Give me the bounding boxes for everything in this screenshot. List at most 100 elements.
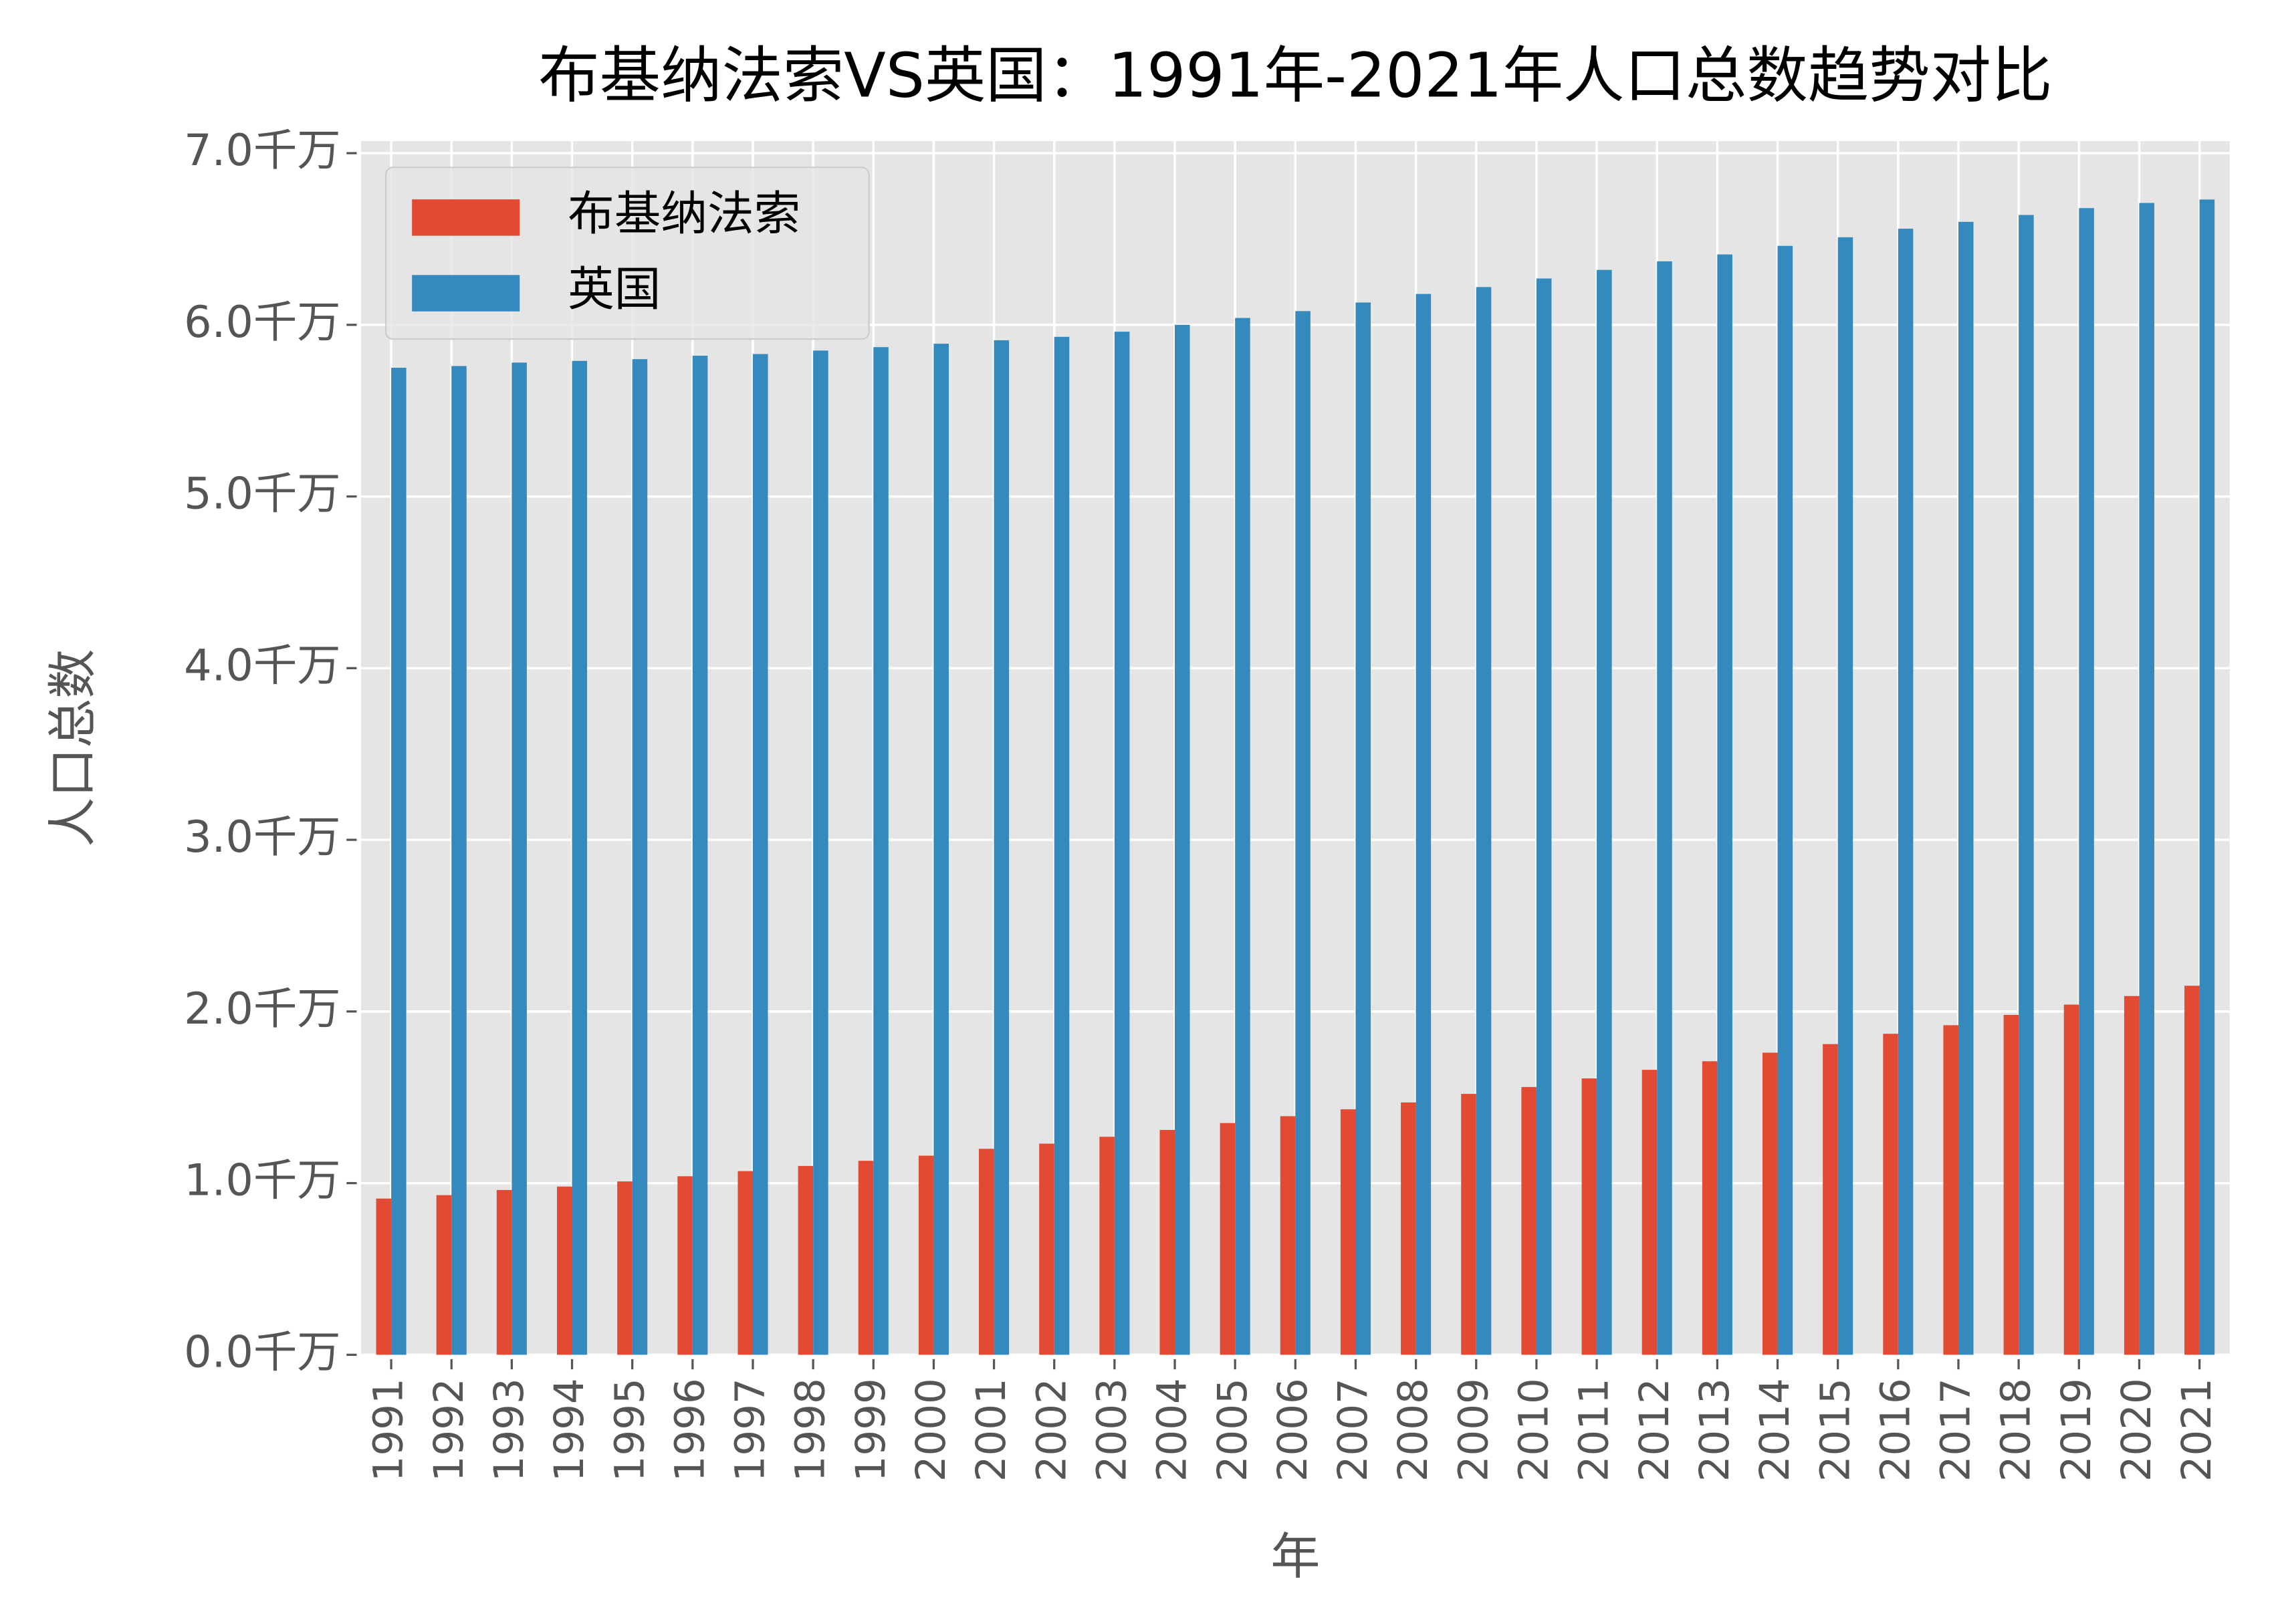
bar: [1521, 1086, 1537, 1355]
y-axis-label: 人口总数: [44, 649, 102, 847]
bar: [2139, 203, 2154, 1355]
bar: [391, 368, 407, 1355]
bar: [632, 359, 648, 1355]
bar: [436, 1195, 452, 1355]
x-tick-label: 2002: [1028, 1378, 1075, 1482]
bar: [512, 362, 527, 1355]
x-tick-label: 2010: [1510, 1378, 1558, 1482]
bar: [556, 1186, 572, 1355]
bar: [1054, 336, 1070, 1355]
bar: [677, 1176, 693, 1355]
x-tick-label: 2016: [1871, 1378, 1919, 1482]
bar: [1597, 269, 1612, 1355]
x-tick-label: 1991: [365, 1378, 413, 1482]
bar: [1762, 1052, 1778, 1355]
bar: [1220, 1123, 1236, 1355]
x-tick-label: 2000: [907, 1378, 955, 1482]
bar: [1823, 1044, 1838, 1355]
x-tick-label: 2006: [1269, 1378, 1317, 1482]
x-tick-label: 2011: [1571, 1378, 1618, 1482]
bar: [572, 360, 588, 1355]
x-tick-label: 2003: [1088, 1378, 1135, 1482]
legend-label: 英国: [568, 263, 661, 317]
bar: [2003, 1014, 2019, 1355]
y-tick-label: 6.0千万: [184, 297, 340, 348]
legend-swatch: [412, 275, 520, 312]
bar: [2184, 985, 2200, 1355]
bar: [2019, 215, 2034, 1355]
bar: [737, 1171, 753, 1355]
x-tick-label: 2008: [1389, 1378, 1437, 1482]
bar: [858, 1161, 874, 1355]
x-tick-label: 1994: [546, 1378, 593, 1482]
bar: [1958, 221, 1974, 1355]
bar: [1898, 229, 1914, 1355]
x-tick-label: 2013: [1691, 1378, 1738, 1482]
x-tick-label: 1998: [787, 1378, 834, 1482]
bar: [1415, 294, 1432, 1355]
legend-swatch: [412, 199, 520, 236]
bar: [2124, 996, 2140, 1355]
bar: [617, 1181, 633, 1355]
chart-title: 布基纳法索VS英国：1991年-2021年人口总数趋势对比: [538, 40, 2052, 112]
x-tick-label: 1993: [485, 1378, 533, 1482]
bar: [1536, 278, 1552, 1355]
bar: [1476, 287, 1492, 1355]
bar: [798, 1165, 814, 1355]
x-tick-label: 2005: [1209, 1378, 1256, 1482]
bar: [1837, 237, 1853, 1355]
bar: [1175, 324, 1190, 1355]
x-tick-label: 1999: [847, 1378, 895, 1482]
bar: [1099, 1137, 1115, 1355]
bar: [918, 1155, 934, 1355]
y-tick-label: 5.0千万: [184, 469, 340, 519]
bar: [2199, 199, 2215, 1355]
bar: [2063, 1004, 2079, 1355]
x-tick-label: 2004: [1149, 1378, 1196, 1482]
x-tick-label: 2018: [1993, 1378, 2040, 1482]
bar: [933, 344, 949, 1355]
x-tick-label: 1995: [606, 1378, 653, 1482]
x-tick-label: 2020: [2113, 1378, 2160, 1482]
x-tick-label: 2014: [1751, 1378, 1799, 1482]
legend-label: 布基纳法索: [568, 187, 800, 241]
x-tick-label: 2021: [2173, 1378, 2221, 1482]
x-tick-label: 2007: [1329, 1378, 1377, 1482]
bar: [1355, 302, 1371, 1355]
bar: [813, 350, 828, 1355]
bar: [1295, 311, 1311, 1355]
bar: [873, 347, 889, 1355]
x-tick-label: 1997: [727, 1378, 774, 1482]
bar: [451, 366, 467, 1355]
bar: [1159, 1130, 1175, 1355]
bar: [1702, 1061, 1718, 1355]
y-tick-label: 0.0千万: [184, 1326, 340, 1377]
bar: [1943, 1025, 1958, 1355]
bar: [496, 1189, 512, 1355]
y-tick-label: 1.0千万: [184, 1155, 340, 1206]
bar: [1883, 1034, 1898, 1355]
x-tick-label: 2012: [1631, 1378, 1678, 1482]
x-tick-label: 2001: [968, 1378, 1015, 1482]
x-tick-label: 2019: [2053, 1378, 2100, 1482]
bar: [1581, 1078, 1597, 1355]
bar: [376, 1198, 392, 1355]
x-tick-label: 2017: [1932, 1378, 1980, 1482]
x-tick-label: 1992: [425, 1378, 473, 1482]
bar: [752, 354, 768, 1355]
bar: [994, 340, 1010, 1355]
y-tick-label: 4.0千万: [184, 640, 340, 691]
bar: [1641, 1070, 1658, 1355]
bar: [1039, 1143, 1054, 1355]
x-tick-label: 2015: [1811, 1378, 1859, 1482]
y-tick-label: 2.0千万: [184, 983, 340, 1034]
bar: [1401, 1102, 1416, 1355]
bar: [1340, 1109, 1356, 1355]
bar: [1280, 1116, 1296, 1355]
bar: [979, 1149, 994, 1355]
bar: [1114, 332, 1130, 1355]
x-tick-label: 1996: [666, 1378, 713, 1482]
y-tick-label: 7.0千万: [184, 125, 340, 176]
bar: [1717, 254, 1732, 1355]
